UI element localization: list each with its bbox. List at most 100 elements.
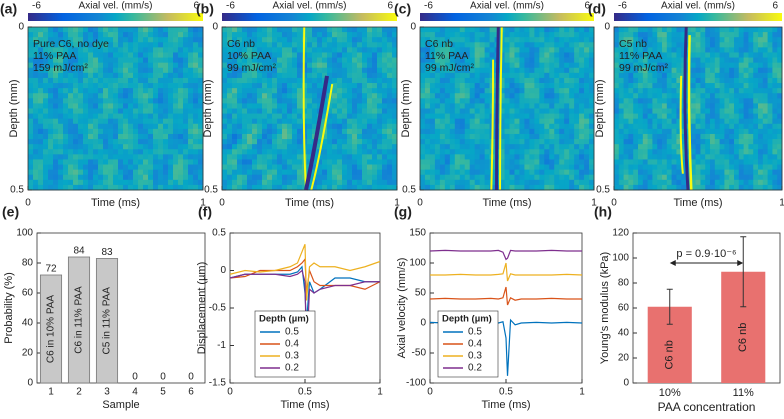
heatmap-cell <box>734 108 740 114</box>
heatmap-cell <box>38 108 44 114</box>
heatmap-cell <box>372 77 378 84</box>
heatmap-cell <box>748 98 754 104</box>
heatmap-cell <box>589 32 595 38</box>
heatmap-cell <box>509 164 515 171</box>
heatmap-cell <box>68 144 74 150</box>
heatmap-cell <box>464 164 471 171</box>
heatmap-cell <box>68 159 74 165</box>
heatmap-cell <box>705 52 711 58</box>
heatmap-cell <box>695 118 701 125</box>
heatmap-cell <box>392 62 398 69</box>
heatmap-cell <box>753 113 759 120</box>
heatmap-cell <box>292 27 298 33</box>
heatmap-cell <box>252 154 258 160</box>
heatmap-cell <box>439 139 446 145</box>
heatmap-cell <box>544 57 550 64</box>
heatmap-cell <box>524 47 530 53</box>
heatmap-cell <box>362 179 368 186</box>
heatmap-cell <box>514 83 520 89</box>
heatmap-cell <box>193 144 199 150</box>
heatmap-cell <box>633 42 639 48</box>
heatmap-cell <box>564 98 570 104</box>
heatmap-cell <box>762 93 768 99</box>
heatmap-cell <box>589 169 595 176</box>
heatmap-cell <box>138 37 144 43</box>
heatmap-cell <box>392 42 398 48</box>
heatmap-cell <box>158 179 164 186</box>
heatmap-cell <box>198 72 204 79</box>
heatmap-cell <box>138 98 144 104</box>
heatmap-cell <box>48 57 54 64</box>
heatmap-cell <box>618 52 624 58</box>
heatmap-cell <box>589 108 595 114</box>
heatmap-cell <box>449 27 456 33</box>
heatmap-cell <box>633 179 639 186</box>
heatmap-cell <box>163 184 169 191</box>
heatmap-cell <box>232 184 238 191</box>
heatmap-cell <box>43 149 49 155</box>
heatmap-cell <box>322 52 328 58</box>
heatmap-cell <box>484 42 490 48</box>
heatmap-cell <box>103 57 109 64</box>
heatmap-cell <box>307 103 313 109</box>
heatmap-cell <box>58 77 64 84</box>
heatmap-cell <box>420 98 426 104</box>
heatmap-cell <box>262 154 268 160</box>
heatmap-cell <box>173 88 179 94</box>
heatmap-cell <box>554 57 560 64</box>
heatmap-cell <box>342 144 348 150</box>
y-tick-label: 0.5 <box>10 185 24 196</box>
heatmap-cell <box>123 62 129 69</box>
heatmap-cell <box>58 57 64 64</box>
heatmap-cell <box>113 103 119 109</box>
heatmap-cell <box>53 133 59 140</box>
value-label: 0 <box>160 372 166 383</box>
heatmap-cell <box>758 37 764 43</box>
heatmap-cell <box>690 179 696 186</box>
heatmap-cell <box>63 88 69 94</box>
heatmap-cell <box>292 103 298 109</box>
heatmap-cell <box>534 47 540 53</box>
heatmap-cell <box>469 88 476 94</box>
heatmap-cell <box>168 133 174 140</box>
heatmap-cell <box>247 72 253 79</box>
heatmap-cell <box>88 98 94 104</box>
heatmap-cell <box>772 118 778 125</box>
x-tick-label: 1 <box>579 387 585 398</box>
heatmap-cell <box>103 93 109 99</box>
heatmap-cell <box>133 164 139 171</box>
heatmap-cell <box>695 174 701 181</box>
heatmap-cell <box>63 57 69 64</box>
heatmap-cell <box>638 42 644 48</box>
heatmap-cell <box>93 98 99 104</box>
heatmap-cell <box>748 42 754 48</box>
heatmap-cell <box>589 144 595 150</box>
heatmap-cell <box>48 144 54 150</box>
heatmap-cell <box>222 98 228 104</box>
heatmap-cell <box>148 149 154 155</box>
heatmap-cell <box>53 52 59 58</box>
heatmap-cell <box>671 139 677 145</box>
heatmap-cell <box>738 113 744 120</box>
heatmap-cell <box>633 83 639 89</box>
heatmap-cell <box>647 108 653 114</box>
heatmap-cell <box>198 169 204 176</box>
heatmap-cell <box>734 149 740 155</box>
heatmap-cell <box>242 164 248 171</box>
heatmap-cell <box>222 154 228 160</box>
heatmap-cell <box>38 103 44 109</box>
heatmap-cell <box>153 149 159 155</box>
heatmap-cell <box>48 52 54 58</box>
heatmap-cell <box>454 159 461 165</box>
heatmap-cell <box>628 149 634 155</box>
heatmap-cell <box>729 98 735 104</box>
heatmap-cell <box>686 154 692 160</box>
heatmap-cell <box>337 37 343 43</box>
heatmap-cell <box>198 37 204 43</box>
heatmap-cell <box>198 47 204 53</box>
heatmap-cell <box>719 169 725 176</box>
heatmap-cell <box>623 164 629 171</box>
heatmap-cell <box>272 184 278 191</box>
heatmap-cell <box>647 103 653 109</box>
heatmap-cell <box>686 159 692 165</box>
